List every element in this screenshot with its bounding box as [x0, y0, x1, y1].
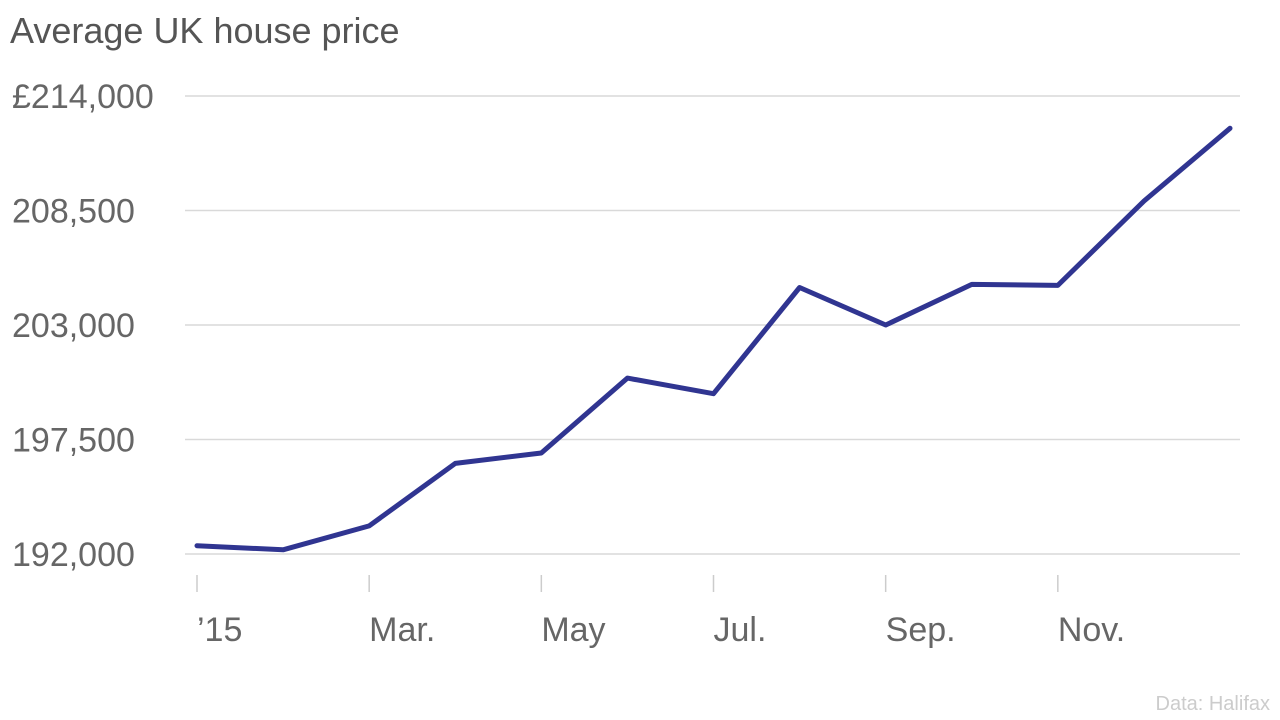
y-tick-label: 197,500	[12, 422, 135, 460]
y-tick-label: £214,000	[12, 78, 154, 116]
x-axis-labels: ’15 Mar. May Jul. Sep. Nov.	[197, 611, 1125, 649]
x-axis-ticks	[196, 575, 1059, 592]
series-layer	[194, 125, 1233, 553]
y-tick-label: 203,000	[12, 307, 135, 345]
data-source: Data: Halifax	[1155, 693, 1271, 715]
x-tick-label: Mar.	[369, 611, 435, 649]
x-tick-label: Nov.	[1058, 611, 1125, 649]
gridlines	[185, 95, 1240, 555]
y-tick-label: 208,500	[12, 193, 135, 231]
x-tick-label: Jul.	[714, 611, 767, 649]
y-tick-label: 192,000	[12, 536, 135, 574]
y-axis-labels: 192,000 197,500 203,000 208,500 £214,000	[12, 78, 154, 574]
x-tick-label: Sep.	[886, 611, 956, 649]
x-tick-label: May	[541, 611, 605, 649]
series-line	[194, 125, 1233, 553]
x-tick-label: ’15	[197, 611, 242, 649]
chart-title: Average UK house price	[10, 10, 400, 51]
